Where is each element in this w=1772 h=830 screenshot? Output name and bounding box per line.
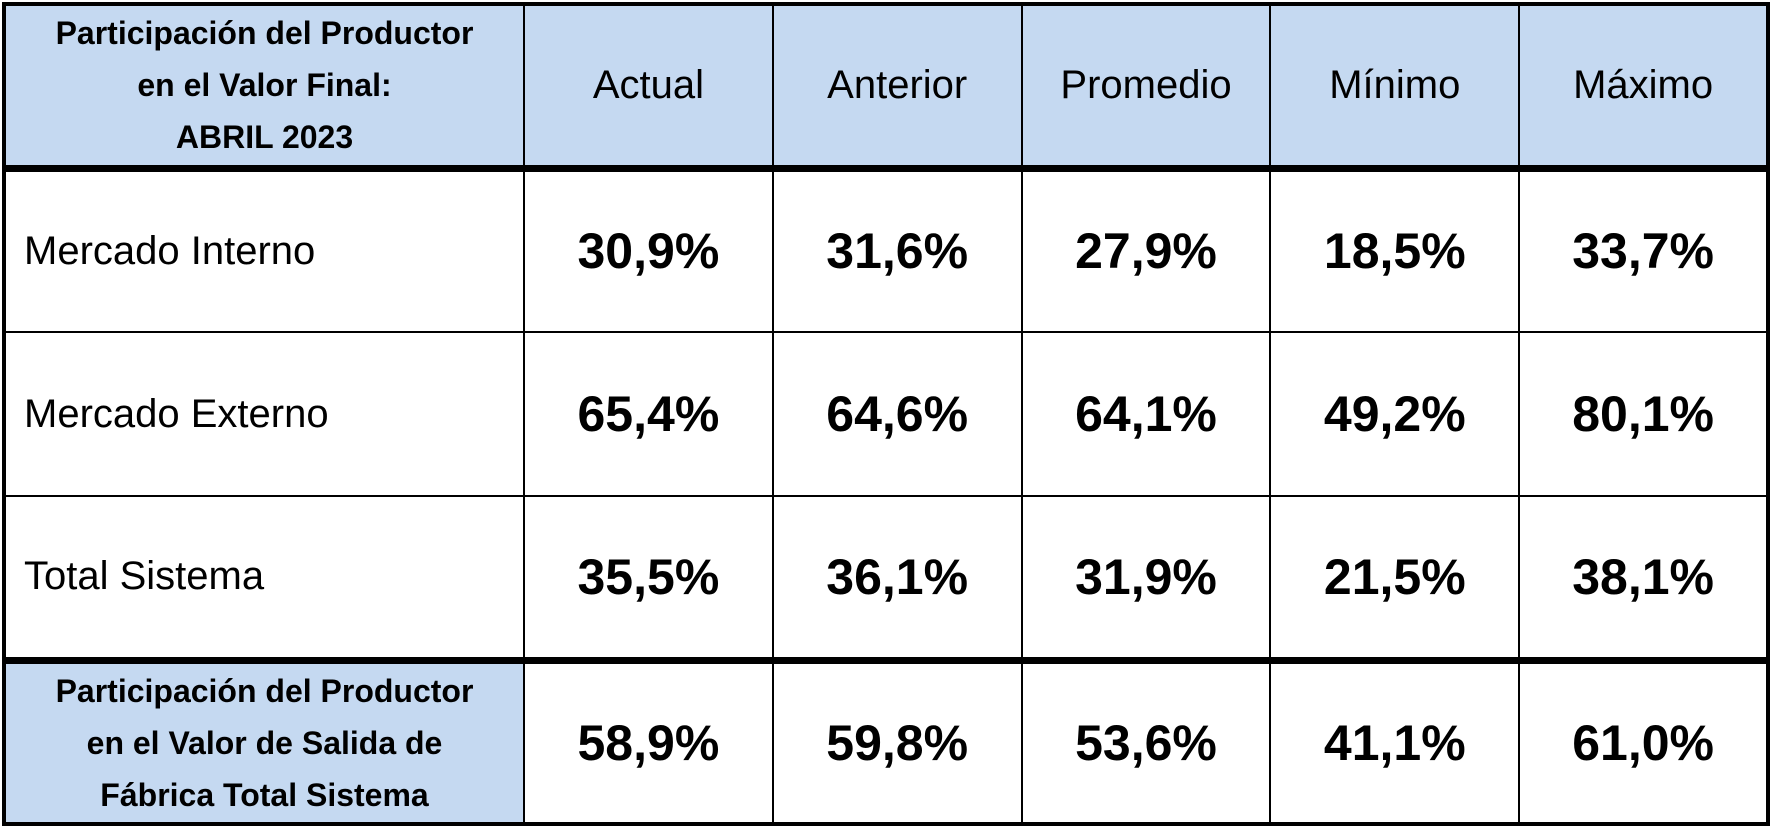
data-row: Total Sistema 35,5% 36,1% 31,9% 21,5% 38,1% <box>3 495 1769 661</box>
label-line: Participación del Productor <box>55 15 474 52</box>
footer-row: Participación del Productor en el Valor d… <box>3 656 1769 825</box>
value-cell: 38,1% <box>1518 495 1769 661</box>
header-row: Participación del Productor en el Valor F… <box>3 3 1769 172</box>
data-row: Mercado Interno 30,9% 31,6% 27,9% 18,5% 33,7% <box>3 167 1769 333</box>
value-cell: 49,2% <box>1269 331 1521 497</box>
value-cell: 53,6% <box>1020 656 1272 825</box>
row-label: Total Sistema <box>3 495 525 661</box>
value-cell: 41,1% <box>1269 656 1521 825</box>
value-cell: 65,4% <box>523 331 774 497</box>
label-line: en el Valor Final: <box>137 67 392 104</box>
value-cell: 31,6% <box>771 167 1023 333</box>
value-cell: 27,9% <box>1020 167 1272 333</box>
row-label: Mercado Externo <box>3 331 525 497</box>
label-line: Fábrica Total Sistema <box>100 776 429 813</box>
value-cell: 64,6% <box>771 331 1023 497</box>
table-body: Participación del Productor en el Valor F… <box>3 3 1769 825</box>
value-cell: 21,5% <box>1269 495 1521 661</box>
value-cell: 61,0% <box>1518 656 1769 825</box>
footer-label: Participación del Productor en el Valor d… <box>3 656 525 825</box>
column-header: Mínimo <box>1269 3 1521 172</box>
column-header: Anterior <box>771 3 1023 172</box>
value-cell: 64,1% <box>1020 331 1272 497</box>
value-cell: 58,9% <box>523 656 774 825</box>
label-line: Participación del Productor <box>55 672 474 709</box>
column-header: Promedio <box>1020 3 1272 172</box>
value-cell: 36,1% <box>771 495 1023 661</box>
value-cell: 30,9% <box>523 167 774 333</box>
column-header: Actual <box>523 3 774 172</box>
value-cell: 59,8% <box>771 656 1023 825</box>
value-cell: 80,1% <box>1518 331 1769 497</box>
header-label: Participación del Productor en el Valor F… <box>3 3 525 172</box>
value-cell: 33,7% <box>1518 167 1769 333</box>
label-line: en el Valor de Salida de <box>86 724 443 761</box>
data-row: Mercado Externo 65,4% 64,6% 64,1% 49,2% 80,1% <box>3 331 1769 497</box>
value-cell: 31,9% <box>1020 495 1272 661</box>
value-cell: 18,5% <box>1269 167 1521 333</box>
value-cell: 35,5% <box>523 495 774 661</box>
label-line: ABRIL 2023 <box>175 119 354 156</box>
column-header: Máximo <box>1518 3 1769 172</box>
row-label: Mercado Interno <box>3 167 525 333</box>
